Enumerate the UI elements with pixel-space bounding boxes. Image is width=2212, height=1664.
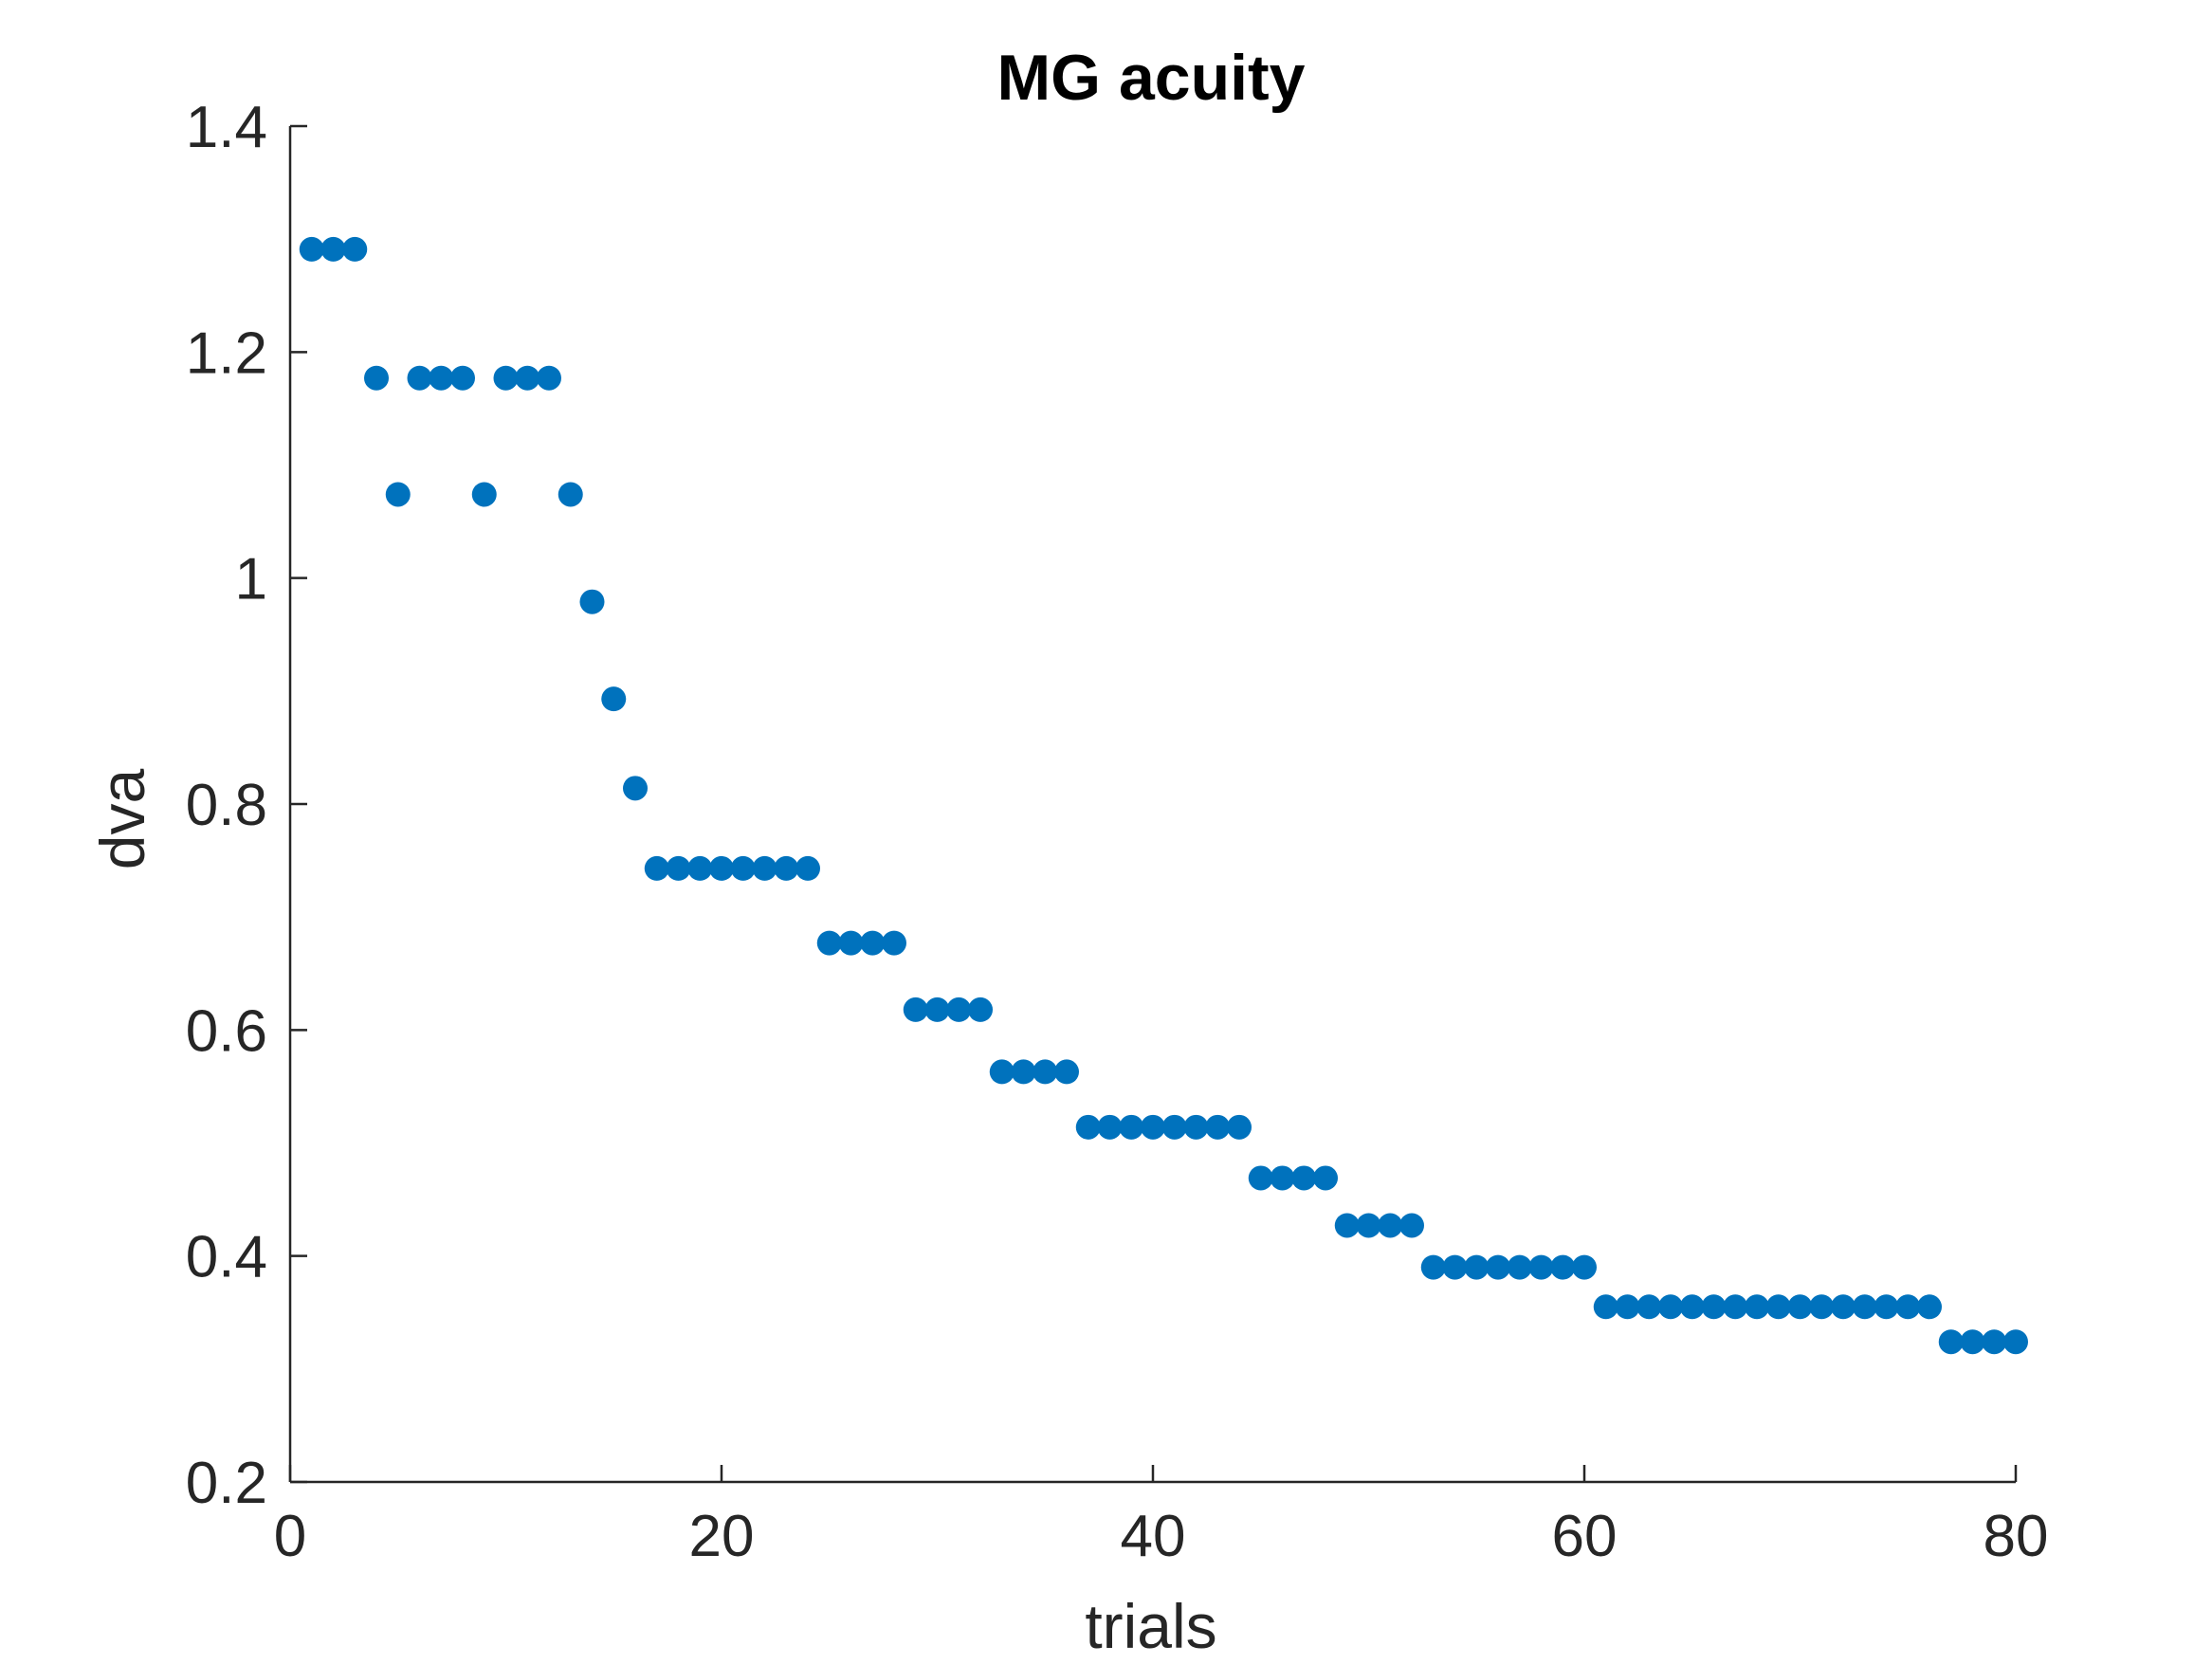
- data-point: [709, 855, 734, 881]
- data-point: [1205, 1114, 1231, 1140]
- data-point: [968, 997, 993, 1022]
- data-point: [838, 930, 864, 956]
- data-point: [882, 930, 906, 956]
- data-point: [450, 365, 475, 391]
- data-point: [1615, 1294, 1640, 1320]
- data-point: [1831, 1294, 1856, 1320]
- x-axis-label: trials: [1085, 1591, 1216, 1659]
- data-point: [860, 930, 886, 956]
- y-tick-label: 0.8: [186, 773, 267, 838]
- data-point: [989, 1059, 1015, 1085]
- data-point: [1787, 1294, 1813, 1320]
- data-point: [1464, 1254, 1490, 1280]
- y-axis-label: dva: [87, 769, 157, 870]
- x-tick-label: 80: [1983, 1504, 2049, 1569]
- data-point: [1270, 1165, 1295, 1191]
- data-point: [1011, 1059, 1036, 1085]
- data-point: [1054, 1059, 1079, 1085]
- data-point: [1442, 1254, 1468, 1280]
- data-point: [1917, 1294, 1942, 1320]
- data-point: [515, 365, 540, 391]
- x-tick-label: 20: [689, 1504, 755, 1569]
- y-tick-label: 1.2: [186, 320, 267, 386]
- y-tick-label: 0.2: [186, 1451, 267, 1516]
- data-point: [493, 365, 519, 391]
- data-point: [342, 236, 368, 262]
- data-point: [623, 776, 648, 801]
- data-point: [1874, 1294, 1899, 1320]
- data-point: [1161, 1114, 1187, 1140]
- x-tick-label: 40: [1121, 1504, 1186, 1569]
- data-point: [903, 997, 928, 1022]
- data-point: [558, 482, 583, 507]
- data-point: [1658, 1294, 1683, 1320]
- data-point: [299, 236, 324, 262]
- data-point: [1809, 1294, 1835, 1320]
- data-point: [1636, 1294, 1662, 1320]
- data-point: [1938, 1329, 1964, 1355]
- data-point: [687, 855, 713, 881]
- data-point: [1097, 1114, 1123, 1140]
- data-point: [1572, 1254, 1597, 1280]
- data-point: [1765, 1294, 1791, 1320]
- data-point: [1420, 1254, 1446, 1280]
- data-point: [385, 482, 411, 507]
- data-point: [1183, 1114, 1209, 1140]
- data-point: [1486, 1254, 1510, 1280]
- data-point: [1119, 1114, 1144, 1140]
- data-point: [924, 997, 950, 1022]
- y-tick-label: 0.4: [186, 1225, 267, 1290]
- data-point: [1852, 1294, 1877, 1320]
- data-point: [1227, 1114, 1252, 1140]
- data-point: [1528, 1254, 1554, 1280]
- y-tick-label: 0.6: [186, 998, 267, 1064]
- data-point: [320, 236, 346, 262]
- data-points: [299, 236, 2028, 1355]
- data-point: [774, 855, 799, 881]
- data-point: [1291, 1165, 1317, 1191]
- data-point: [666, 855, 691, 881]
- data-point: [752, 855, 777, 881]
- data-point: [1679, 1294, 1705, 1320]
- data-point: [407, 365, 432, 391]
- data-point: [1701, 1294, 1727, 1320]
- data-point: [946, 997, 972, 1022]
- y-tick-label: 1.4: [186, 95, 267, 160]
- data-point: [1507, 1254, 1532, 1280]
- data-point: [1550, 1254, 1576, 1280]
- data-point: [1033, 1059, 1058, 1085]
- data-point: [2003, 1329, 2028, 1355]
- data-point: [1075, 1114, 1101, 1140]
- x-tick-label: 60: [1552, 1504, 1618, 1569]
- data-point: [1593, 1294, 1618, 1320]
- data-point: [1895, 1294, 1921, 1320]
- data-point: [1723, 1294, 1748, 1320]
- data-point: [1745, 1294, 1769, 1320]
- data-point: [1248, 1165, 1273, 1191]
- data-point: [1356, 1213, 1381, 1238]
- data-point: [364, 365, 389, 391]
- y-tick-label: 1: [235, 547, 267, 613]
- x-tick-label: 0: [274, 1504, 306, 1569]
- data-point: [1141, 1114, 1165, 1140]
- chart-title: MG acuity: [997, 42, 1306, 114]
- data-point: [601, 686, 627, 712]
- data-point: [1378, 1213, 1403, 1238]
- axes: 0 20 40 60 80 0.2 0.4 0.6 0.8 1 1.2 1.4: [186, 95, 2049, 1569]
- data-point: [1334, 1213, 1360, 1238]
- data-point: [1960, 1329, 1985, 1355]
- data-point: [537, 365, 561, 391]
- data-point: [1313, 1165, 1338, 1191]
- data-point: [644, 855, 669, 881]
- data-point: [730, 855, 756, 881]
- data-point: [429, 365, 454, 391]
- data-point: [816, 930, 842, 956]
- data-point: [795, 855, 820, 881]
- data-point: [471, 482, 497, 507]
- data-point: [1982, 1329, 2007, 1355]
- data-point: [1399, 1213, 1424, 1238]
- data-point: [579, 589, 605, 614]
